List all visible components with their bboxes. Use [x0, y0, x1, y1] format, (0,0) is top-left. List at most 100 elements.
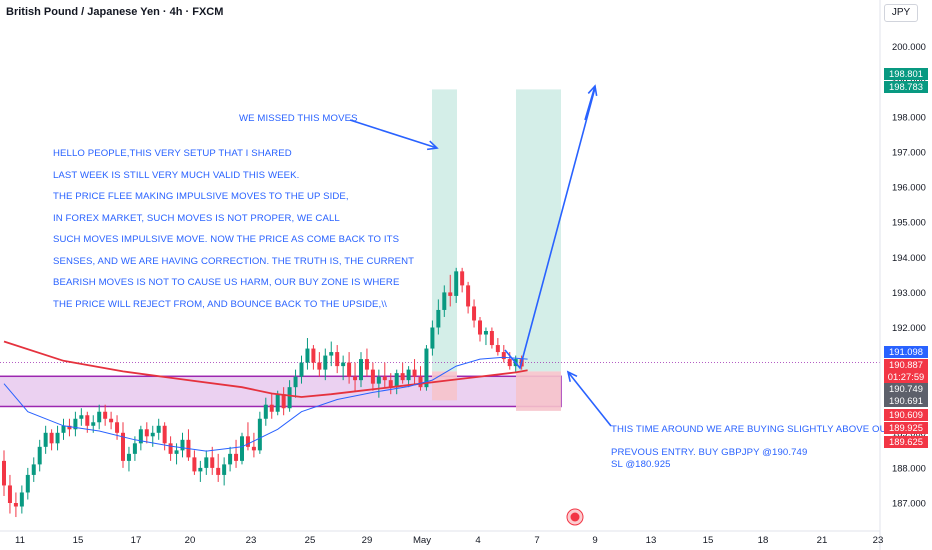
annotation-arrows [349, 84, 612, 526]
currency-button[interactable]: JPY [884, 4, 918, 22]
candle-body [126, 453, 131, 461]
projection-path [504, 87, 596, 370]
candle-body [430, 327, 435, 349]
y-tick-label: 194.000 [892, 252, 926, 263]
candle-body [103, 411, 108, 419]
price-label: 190.609 [884, 409, 928, 421]
y-tick-label: 188.000 [892, 462, 926, 473]
candle-body [216, 467, 221, 475]
candle-body [61, 425, 66, 433]
candle-body [97, 411, 102, 423]
x-tick-label: 21 [817, 535, 828, 546]
price-label: 189.625 [884, 436, 928, 448]
candle-body [370, 369, 375, 384]
candle-body [13, 503, 18, 507]
candle-body [180, 439, 185, 451]
x-tick-label: 13 [646, 535, 657, 546]
candle-body [222, 464, 227, 475]
y-tick-label: 187.000 [892, 498, 926, 509]
analysis-line: SUCH MOVES IMPULSIVE MOVE. NOW THE PRICE… [53, 234, 400, 245]
price-label: 198.801 [884, 68, 928, 80]
candle-body [192, 457, 197, 472]
buy-arrow-head [566, 370, 578, 382]
candle-body [495, 345, 500, 353]
candle-body [424, 348, 429, 388]
price-label: 191.098 [884, 346, 928, 358]
candle-body [19, 492, 24, 507]
analysis-line: THE PRICE WILL REJECT FROM, AND BOUNCE B… [53, 298, 387, 310]
candle-body [162, 425, 167, 444]
candle-body [364, 359, 369, 370]
x-tick-label: 18 [758, 535, 769, 546]
x-tick-label: 25 [305, 535, 316, 546]
candle-body [73, 418, 78, 430]
y-tick-label: 200.000 [892, 41, 926, 52]
candle-body [436, 309, 441, 328]
candle-body [25, 474, 30, 493]
projection-arrow [584, 85, 596, 121]
candle-body [132, 443, 137, 454]
candle-body [240, 436, 244, 461]
buy-line: SL @180.925 [611, 459, 671, 470]
x-tick-label: 29 [362, 535, 373, 546]
candle-body [418, 376, 423, 388]
candle-body [472, 306, 477, 321]
candle-body [43, 432, 48, 447]
x-tick-label: 23 [246, 535, 257, 546]
candle-body [210, 457, 215, 468]
candle-body [406, 369, 411, 381]
event-flag-icon-inner [570, 512, 580, 522]
buy-zone [0, 375, 562, 408]
candle-body [263, 404, 268, 419]
candle-body [31, 464, 36, 475]
ma-red-line [3, 340, 528, 398]
candle-body [67, 425, 72, 430]
candle-body [49, 432, 54, 444]
chart-title: British Pound / Japanese Yen · 4h · FXCM [6, 6, 224, 18]
candle-body [394, 373, 399, 388]
candle-body [293, 376, 298, 388]
candle-body [174, 450, 179, 454]
candle-body [347, 362, 352, 377]
x-tick-label: 7 [534, 535, 539, 546]
candle-body [138, 429, 143, 444]
x-tick-label: 15 [73, 535, 84, 546]
candle-body [478, 320, 482, 335]
price-label: 190.691 [884, 395, 928, 407]
candle-body [109, 418, 114, 423]
analysis-line: SENSES, AND WE ARE HAVING CORRECTION. TH… [53, 255, 415, 267]
candles-layer [2, 267, 524, 518]
candle-body [115, 422, 120, 433]
candle-body [37, 446, 42, 465]
price-label: 198.783 [884, 81, 928, 93]
candle-body [234, 453, 239, 461]
price-label-value: 191.098 [889, 346, 923, 357]
candle-body [507, 359, 512, 367]
candle-body [489, 331, 494, 346]
candle-body [460, 271, 465, 286]
price-label-value: 190.887 [889, 359, 923, 370]
candle-body [329, 352, 334, 356]
price-label-value: 190.749 [889, 383, 923, 394]
y-tick-label: 193.000 [892, 287, 926, 298]
candle-body [275, 394, 280, 412]
x-tick-label: 23 [873, 535, 884, 546]
candle-body [281, 394, 286, 409]
price-label-value: 190.691 [889, 395, 923, 406]
candle-body [388, 380, 393, 388]
missed-moves-annotation: WE MISSED THIS MOVES [239, 113, 358, 124]
candle-body [442, 292, 447, 310]
candle-body [287, 387, 292, 409]
candle-body [168, 443, 173, 454]
candle-body [400, 373, 405, 381]
missed-moves-arrow [349, 119, 438, 149]
candle-body [55, 432, 60, 444]
price-label-value: 189.925 [889, 422, 923, 433]
candle-body [448, 292, 453, 296]
candle-body [204, 457, 209, 468]
x-tick-label: May [413, 535, 431, 546]
candle-body [353, 376, 358, 381]
candle-body [317, 362, 322, 370]
